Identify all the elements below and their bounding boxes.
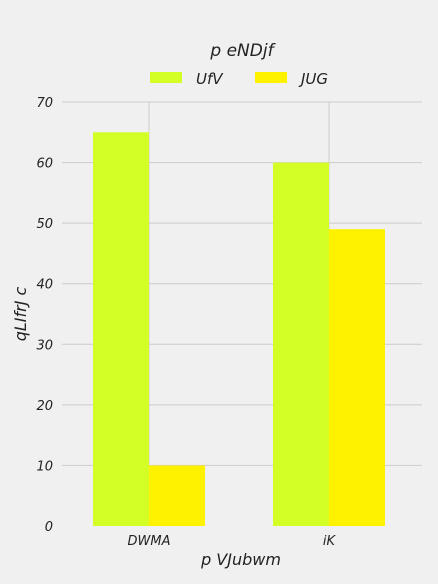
y-axis-label: qLIfrJ c bbox=[11, 287, 30, 342]
bar-ufv-dwma bbox=[93, 132, 149, 527]
bar-ufv-ik bbox=[273, 162, 329, 527]
chart-title: p eNDjf bbox=[209, 41, 276, 61]
bar-jug-dwma bbox=[149, 465, 205, 526]
legend-swatch-jug bbox=[255, 72, 287, 83]
y-tick-label: 60 bbox=[36, 157, 53, 172]
y-axis-ticks: 0 10 20 30 40 50 60 70 bbox=[36, 96, 53, 535]
x-tick-label: DWMA bbox=[128, 534, 171, 549]
x-axis-label: p VJubwm bbox=[200, 550, 281, 569]
y-tick-label: 50 bbox=[36, 217, 53, 232]
x-axis-ticks: DWMA iK bbox=[128, 534, 337, 549]
legend-swatch-ufv bbox=[150, 72, 182, 83]
y-tick-label: 30 bbox=[36, 338, 53, 353]
legend-label-jug: JUG bbox=[298, 70, 328, 88]
y-tick-label: 10 bbox=[36, 459, 53, 474]
legend-label-ufv: UfV bbox=[196, 70, 224, 88]
legend: UfV JUG bbox=[150, 70, 328, 88]
y-tick-label: 0 bbox=[45, 520, 53, 535]
y-tick-label: 40 bbox=[36, 278, 53, 293]
x-tick-label: iK bbox=[323, 534, 337, 549]
bars bbox=[93, 132, 385, 527]
y-tick-label: 70 bbox=[36, 96, 53, 111]
y-tick-label: 20 bbox=[36, 399, 53, 414]
bar-jug-ik bbox=[329, 229, 385, 526]
